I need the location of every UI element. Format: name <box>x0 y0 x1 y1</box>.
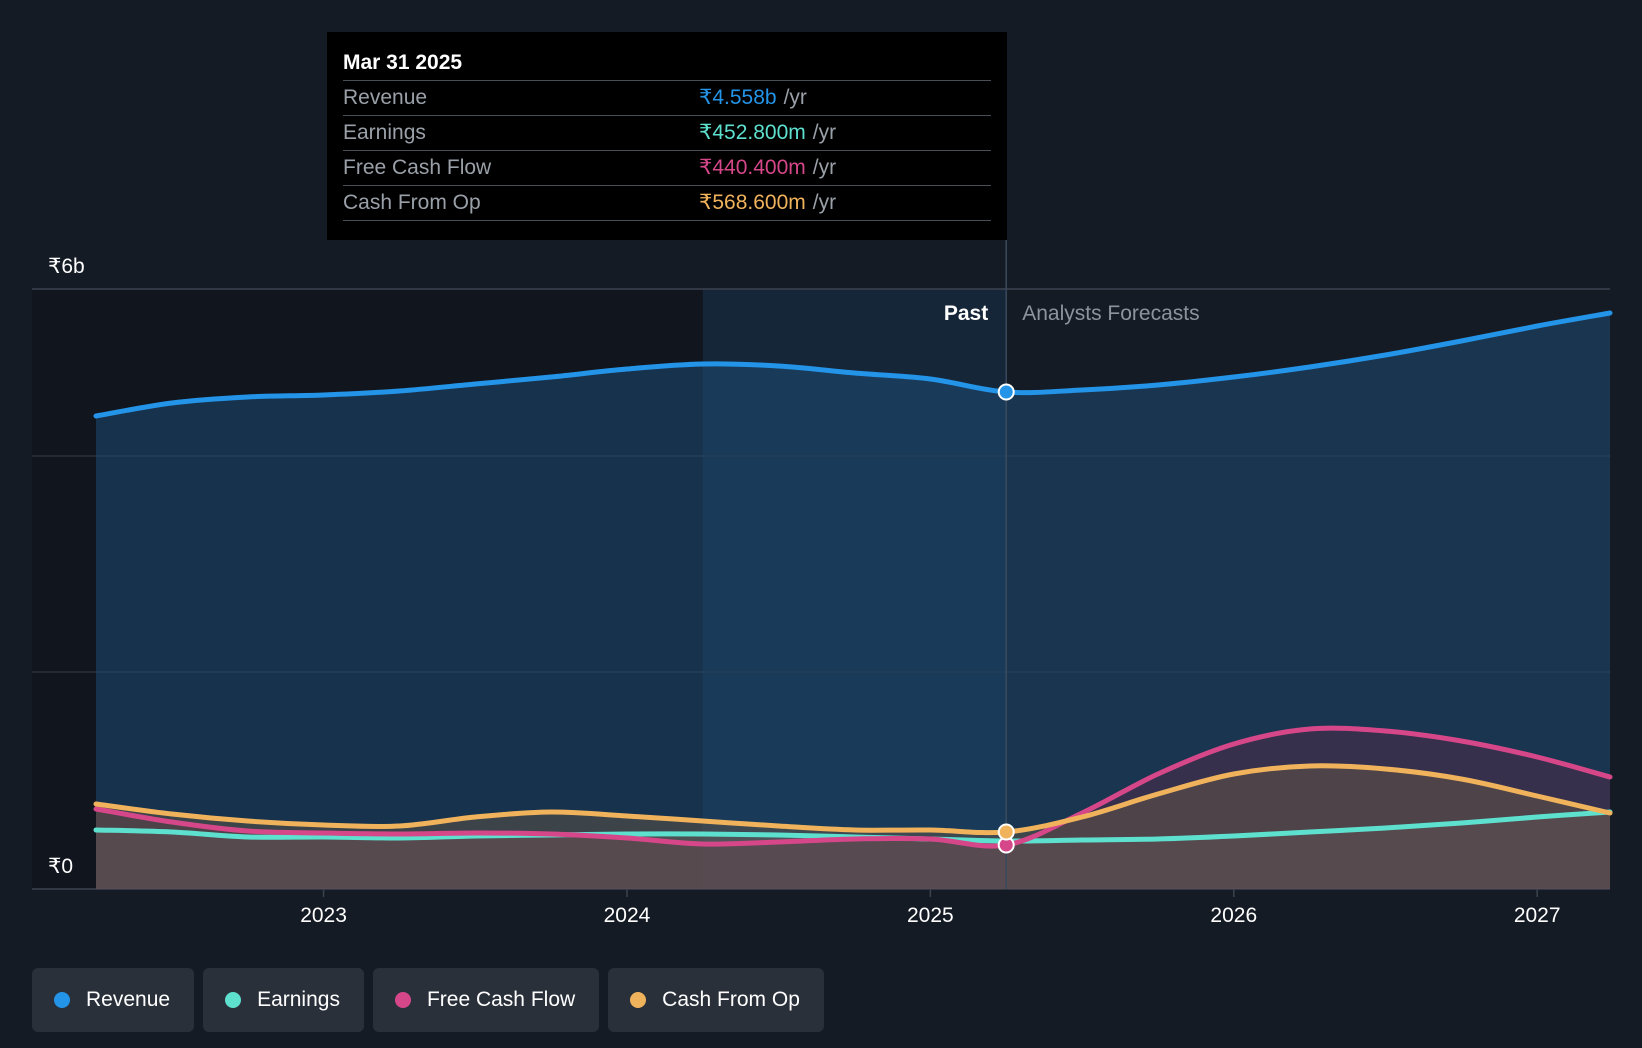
tooltip: Mar 31 2025 Revenue ₹4.558b /yr Earnings… <box>327 32 1007 240</box>
earnings-area <box>96 812 1610 889</box>
x-tick-label: 2025 <box>907 904 954 927</box>
revenue-line <box>93 310 1613 419</box>
tooltip-row-name: Earnings <box>343 121 426 144</box>
tooltip-row-unit: /yr <box>812 156 837 179</box>
tooltip-row-unit: /yr <box>783 86 807 109</box>
tooltip-row-name: Revenue <box>343 86 428 109</box>
free-cash-flow-area <box>96 728 1610 889</box>
y-tick-label: ₹0 <box>48 855 73 878</box>
legend-item-cash-from-op[interactable]: Cash From Op <box>608 968 824 1032</box>
tooltip-row-name: Cash From Op <box>343 191 481 214</box>
earnings-dot-icon <box>225 992 242 1008</box>
tooltip-row-unit: /yr <box>812 191 837 214</box>
tooltip-markers <box>997 383 1015 854</box>
y-axis-labels: ₹6b ₹0 <box>48 255 85 878</box>
series-lines <box>93 310 1613 849</box>
tooltip-row-value: ₹568.600m <box>699 191 806 214</box>
free-cash-flow-line <box>93 725 1613 849</box>
series-areas <box>96 313 1610 889</box>
legend-label: Cash From Op <box>662 988 800 1011</box>
x-tick-label: 2024 <box>604 904 651 927</box>
cash-from-op-dot-icon <box>630 992 647 1008</box>
tooltip-row-value: ₹452.800m <box>699 121 806 144</box>
legend-label: Free Cash Flow <box>426 988 576 1011</box>
legend-item-revenue[interactable]: Revenue <box>32 968 195 1032</box>
legend: Revenue Earnings Free Cash Flow Cash Fro… <box>32 968 824 1032</box>
x-tick-label: 2027 <box>1514 904 1561 927</box>
cash-from-op-line <box>93 763 1613 836</box>
past-label: Past <box>944 302 988 325</box>
x-tick-label: 2023 <box>300 904 347 927</box>
tooltip-row-value: ₹4.558b <box>699 86 777 109</box>
y-tick-label: ₹6b <box>48 255 85 278</box>
legend-label: Revenue <box>86 988 171 1011</box>
x-axis-labels: 2023 2024 2025 2026 2027 <box>300 889 1561 927</box>
tooltip-row-name: Free Cash Flow <box>343 156 492 179</box>
tooltip-row-earnings: Earnings ₹452.800m /yr <box>343 116 991 151</box>
x-tick-label: 2026 <box>1210 904 1257 927</box>
tooltip-date: Mar 31 2025 <box>343 46 991 81</box>
tooltip-row-revenue: Revenue ₹4.558b /yr <box>343 81 991 116</box>
tooltip-row-free-cash-flow: Free Cash Flow ₹440.400m /yr <box>343 151 991 186</box>
revenue-marker <box>997 383 1015 401</box>
tooltip-row-cash-from-op: Cash From Op ₹568.600m /yr <box>343 186 991 221</box>
free-cash-flow-dot-icon <box>394 992 411 1008</box>
legend-item-free-cash-flow[interactable]: Free Cash Flow <box>372 968 600 1032</box>
cash-from-op-marker <box>997 823 1015 841</box>
tooltip-row-unit: /yr <box>812 121 837 144</box>
cash-from-op-area <box>96 765 1610 889</box>
legend-label: Earnings <box>257 988 340 1011</box>
forecast-label: Analysts Forecasts <box>1022 302 1199 325</box>
legend-item-earnings[interactable]: Earnings <box>203 968 364 1032</box>
tooltip-row-value: ₹440.400m <box>699 156 806 179</box>
revenue-dot-icon <box>54 992 70 1008</box>
